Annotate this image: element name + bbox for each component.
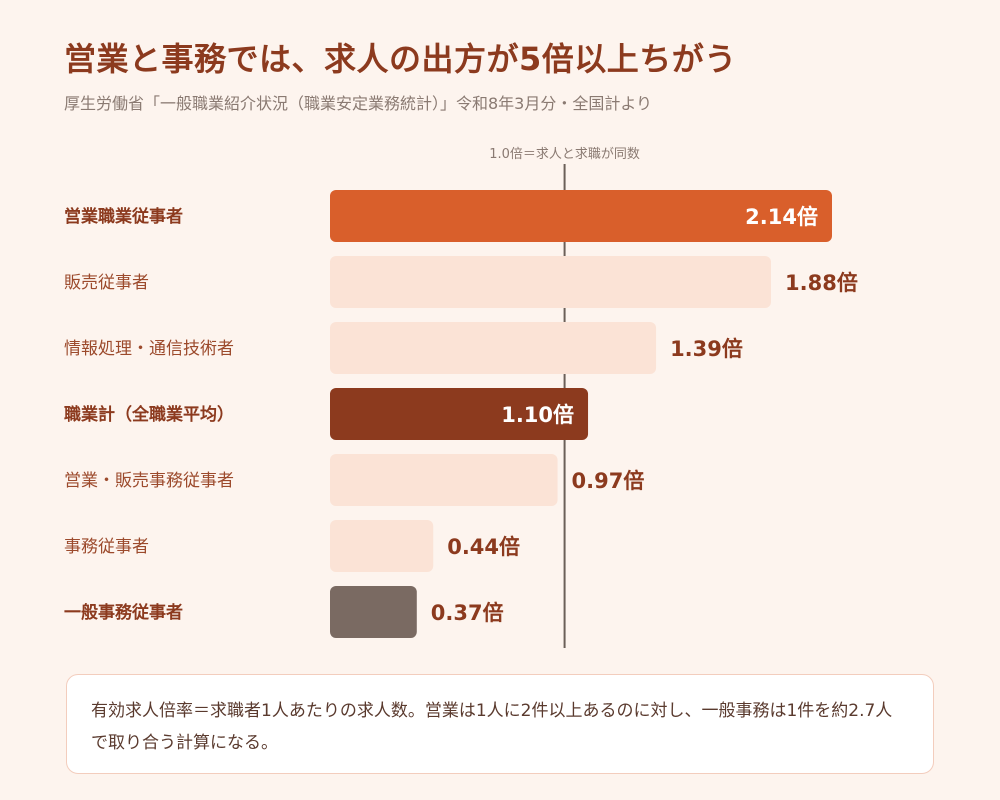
bar bbox=[330, 586, 417, 638]
reference-line-label: 1.0倍＝求人と求職が同数 bbox=[489, 147, 640, 162]
bar bbox=[330, 256, 772, 308]
bar bbox=[330, 520, 434, 572]
category-label: 情報処理・通信技術者 bbox=[64, 339, 234, 359]
bar bbox=[330, 388, 589, 440]
chart-title: 営業と事務では、求人の出方が5倍以上ちがう bbox=[64, 40, 737, 78]
category-label: 職業計（全職業平均） bbox=[64, 404, 234, 425]
value-label: 2.14倍 bbox=[745, 205, 818, 229]
value-label: 0.37倍 bbox=[431, 601, 504, 625]
bar bbox=[330, 190, 832, 242]
category-label: 販売従事者 bbox=[64, 273, 149, 293]
note-text: 有効求人倍率＝求職者1人あたりの求人数。営業は1人に2件以上あるのに対し、一般事… bbox=[91, 701, 893, 753]
category-label: 一般事務従事者 bbox=[64, 602, 183, 623]
category-label: 事務従事者 bbox=[64, 537, 149, 557]
category-label: 営業職業従事者 bbox=[64, 206, 183, 227]
value-label: 0.44倍 bbox=[447, 535, 520, 559]
chart-subtitle: 厚生労働省「一般職業紹介状況（職業安定業務統計）」令和8年3月分・全国計より bbox=[64, 94, 653, 113]
value-label: 0.97倍 bbox=[572, 469, 645, 493]
note-box: 有効求人倍率＝求職者1人あたりの求人数。営業は1人に2件以上あるのに対し、一般事… bbox=[66, 674, 934, 774]
value-label: 1.39倍 bbox=[670, 337, 743, 361]
bar bbox=[330, 454, 558, 506]
value-label: 1.88倍 bbox=[785, 271, 858, 295]
value-label: 1.10倍 bbox=[501, 403, 574, 427]
category-label: 営業・販売事務従事者 bbox=[64, 471, 234, 491]
bar bbox=[330, 322, 657, 374]
